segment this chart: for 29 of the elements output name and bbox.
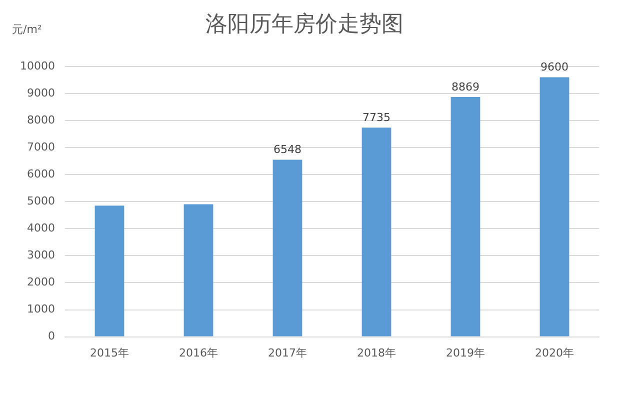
x-tick-label: 2016年 [178, 346, 218, 360]
y-tick-label: 6000 [26, 167, 55, 180]
y-tick-label: 8000 [26, 113, 55, 126]
y-tick-label: 9000 [26, 86, 55, 100]
x-tick-label: 2018年 [356, 346, 396, 360]
y-tick-label: 7000 [26, 140, 55, 154]
y-axis-title: 元/m² [12, 22, 42, 36]
bar [450, 96, 480, 336]
bar [362, 128, 392, 336]
bar [540, 77, 570, 336]
y-tick-label: 1000 [26, 302, 55, 316]
x-tick-label: 2015年 [90, 346, 129, 360]
y-tick-label: 0 [48, 330, 55, 343]
y-tick-label: 10000 [20, 59, 55, 72]
bar [272, 160, 302, 336]
chart-title: 洛阳历年房价走势图 [206, 12, 404, 37]
data-label: 7735 [362, 111, 390, 124]
bar [184, 204, 214, 336]
bar [94, 206, 124, 336]
y-tick-label: 2000 [26, 276, 55, 289]
x-tick-label: 2020年 [535, 346, 574, 360]
data-label: 6548 [273, 143, 302, 156]
y-tick-label: 4000 [26, 222, 55, 234]
x-tick-label: 2017年 [268, 346, 307, 360]
data-label: 8869 [452, 80, 480, 94]
y-tick-label: 5000 [26, 194, 55, 208]
data-label: 9600 [540, 60, 568, 74]
x-tick-label: 2019年 [446, 346, 485, 360]
y-tick-label: 3000 [26, 248, 55, 262]
